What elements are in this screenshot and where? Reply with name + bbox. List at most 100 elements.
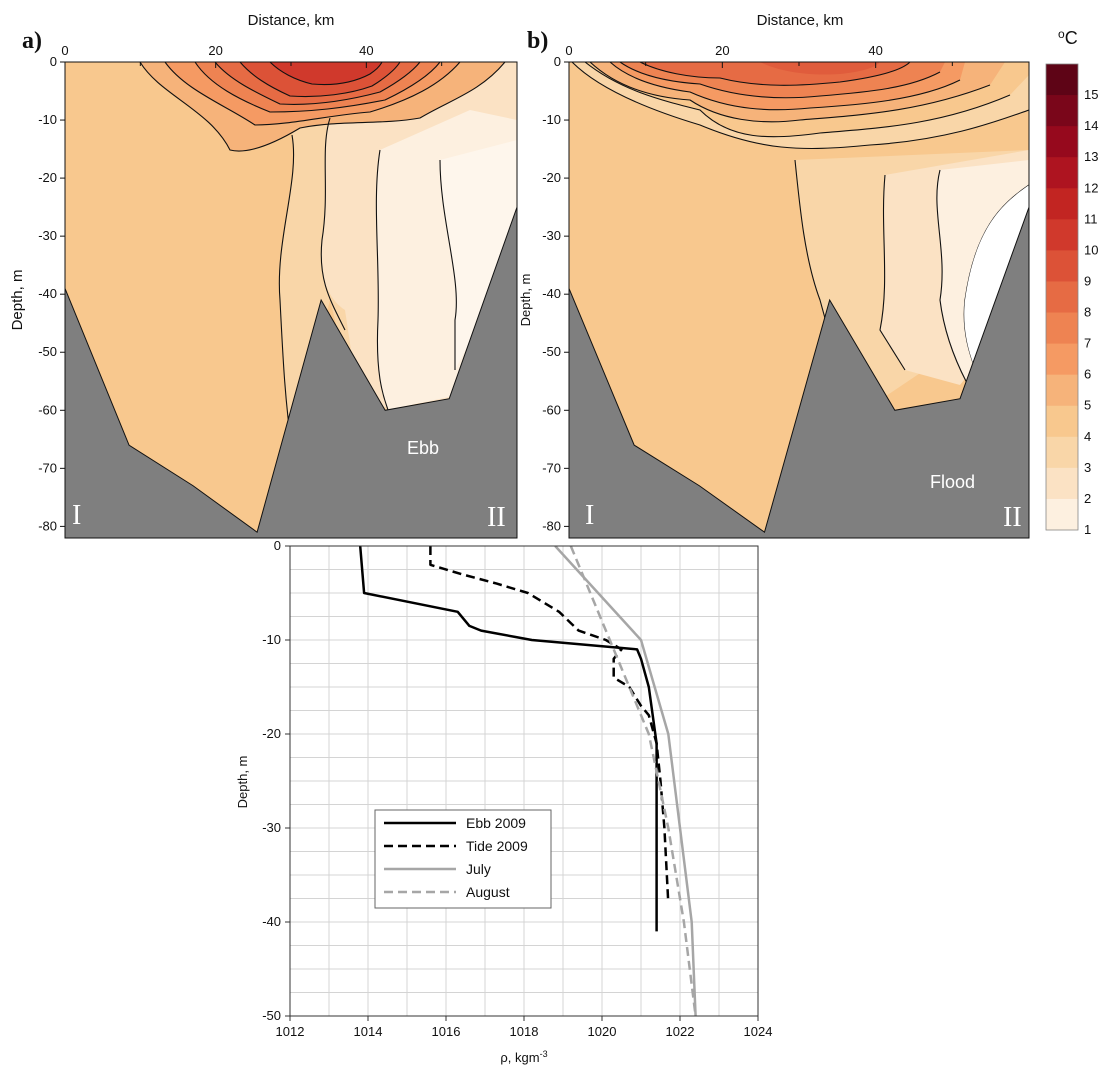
- panel-c-ytick-label: -40: [262, 914, 281, 929]
- colorbar-swatch: [1046, 343, 1078, 376]
- colorbar-tick-label: 15: [1084, 87, 1098, 102]
- panel-a-ytick-label: -70: [38, 460, 57, 475]
- panel-b-xlabel: Distance, km: [757, 12, 844, 29]
- panel-c-ticks: 1012 1014 1016 1018 1020 1022 1024 0 -10 -20 -30 -4…: [262, 538, 772, 1039]
- colorbar-swatch: [1046, 64, 1078, 96]
- colorbar-swatch: [1046, 374, 1078, 407]
- panel-c-xlabel: ρ, kgm-3: [500, 1049, 547, 1065]
- panel-b-isolines: [571, 62, 1029, 411]
- colorbar-swatch: [1046, 281, 1078, 314]
- colorbar-swatch: [1046, 250, 1078, 282]
- series-line-august: [569, 546, 697, 1016]
- panel-b-label-II: II: [1003, 502, 1022, 533]
- panel-b-ytick-label: -30: [542, 228, 561, 243]
- panel-a-warm-9: [270, 62, 382, 85]
- colorbar-tick-label: 1: [1084, 522, 1091, 537]
- colorbar-tick-label: 9: [1084, 273, 1091, 288]
- colorbar-tick-label: 10: [1084, 242, 1098, 257]
- panel-a-ylabel: Depth, m: [9, 270, 26, 331]
- colorbar-swatch: [1046, 157, 1078, 189]
- legend-label-august: August: [466, 884, 510, 900]
- panel-b: b) Distance, km Depth, m: [518, 12, 1030, 539]
- legend-label-july: July: [466, 861, 491, 877]
- colorbar-swatch: [1046, 95, 1078, 127]
- colorbar-tick-label: 14: [1084, 118, 1098, 133]
- colorbar-swatch: [1046, 498, 1078, 531]
- panel-a: a) Distance, km Depth, m: [9, 12, 518, 539]
- colorbar-frame: [1045, 63, 1079, 531]
- panel-b-tide-label: Flood: [930, 472, 975, 492]
- panel-c-ytick-label: -30: [262, 820, 281, 835]
- legend-label-ebb: Ebb 2009: [466, 815, 526, 831]
- colorbar-swatch: [1046, 126, 1078, 158]
- colorbar-swatches: [1045, 63, 1079, 531]
- panel-c-series: [358, 546, 697, 1016]
- panel-b-ticks: 0 20 40 0 -10 -20 -30 -40 -50 -60 -70 -80: [542, 43, 953, 533]
- panel-a-ytick-label: -80: [38, 518, 57, 533]
- colorbar-tick-label: 3: [1084, 460, 1091, 475]
- panel-b-warm-9: [760, 62, 880, 75]
- panel-c-ytick-label: -20: [262, 726, 281, 741]
- panel-b-ytick-label: -20: [542, 170, 561, 185]
- colorbar-tick-label: 11: [1084, 211, 1098, 226]
- colorbar-unit: oC: [1058, 27, 1078, 48]
- panel-a-ytick-label: -60: [38, 402, 57, 417]
- panel-b-ytick-label: -10: [542, 112, 561, 127]
- panel-b-label-I: I: [585, 500, 594, 531]
- panel-a-letter: a): [22, 28, 42, 54]
- colorbar-swatch: [1046, 405, 1078, 438]
- panel-b-ytick-label: -50: [542, 344, 561, 359]
- panel-a-seabed: [65, 206, 517, 538]
- panel-c-ylabel: Depth, m: [235, 756, 250, 809]
- panel-c-grid: [289, 545, 759, 1017]
- series-line-ebb-2009: [358, 546, 658, 932]
- panel-c-ytick-label: -50: [262, 1008, 281, 1023]
- panel-a-xtick-label: 20: [208, 43, 222, 58]
- panel-a-ytick-label: -10: [38, 112, 57, 127]
- panel-a-xlabel: Distance, km: [248, 12, 335, 29]
- panel-b-ytick-label: 0: [554, 54, 561, 69]
- colorbar-ticks: 15 14 13 12 11 10 9 8 7 6 5 4 3 2 1: [1084, 87, 1098, 537]
- panel-b-ytick-label: -70: [542, 460, 561, 475]
- series-line-tide-2009: [429, 546, 670, 904]
- panel-c-ytick-label: -10: [262, 632, 281, 647]
- panel-b-seabed: [569, 206, 1029, 538]
- panel-a-ytick-label: 0: [50, 54, 57, 69]
- colorbar-swatch: [1046, 312, 1078, 345]
- panel-b-ylabel: Depth, m: [518, 274, 533, 327]
- panel-a-cold-mass-0: [440, 140, 517, 370]
- panel-a-field: [65, 62, 517, 538]
- colorbar-swatch: [1046, 188, 1078, 220]
- panel-a-ytick-label: -30: [38, 228, 57, 243]
- panel-a-label-II: II: [487, 502, 506, 533]
- panel-c-xtick-label: 1018: [510, 1024, 539, 1039]
- colorbar-tick-label: 8: [1084, 305, 1091, 320]
- panel-b-field: [569, 62, 1029, 538]
- panel-a-ytick-label: -40: [38, 286, 57, 301]
- panel-b-no-data: [964, 185, 1029, 385]
- panel-b-xtick-label: 20: [715, 43, 729, 58]
- panel-b-ytick-label: -60: [542, 402, 561, 417]
- colorbar-tick-label: 12: [1084, 180, 1098, 195]
- panel-c: 1012 1014 1016 1018 1020 1022 1024 0 -10 -20 -30 -4…: [235, 538, 772, 1065]
- panel-c-xtick-label: 1014: [354, 1024, 383, 1039]
- colorbar-tick-label: 2: [1084, 491, 1091, 506]
- panel-c-xtick-label: 1022: [666, 1024, 695, 1039]
- colorbar-tick-label: 13: [1084, 149, 1098, 164]
- colorbar: oC 15 14 13 12 11 10 9 8 7 6 5 4 3 2 1: [1045, 27, 1098, 537]
- panel-a-ticks: 0 20 40 0 -10 -20 -30 -40 -50 -60 -70 -80: [38, 43, 443, 533]
- panel-a-tide-label: Ebb: [407, 438, 439, 458]
- panel-c-xtick-label: 1024: [744, 1024, 773, 1039]
- colorbar-tick-label: 5: [1084, 398, 1091, 413]
- panel-b-ytick-label: -40: [542, 286, 561, 301]
- panel-c-xtick-label: 1016: [432, 1024, 461, 1039]
- panel-c-xtick-label: 1020: [588, 1024, 617, 1039]
- panel-b-ytick-label: -80: [542, 518, 561, 533]
- panel-a-label-I: I: [72, 500, 81, 531]
- panel-c-legend: Ebb 2009 Tide 2009 July August: [374, 809, 552, 909]
- panel-c-xtick-label: 1012: [276, 1024, 305, 1039]
- colorbar-swatch: [1046, 467, 1078, 500]
- panel-a-xtick-label: 0: [61, 43, 68, 58]
- colorbar-tick-label: 6: [1084, 367, 1091, 382]
